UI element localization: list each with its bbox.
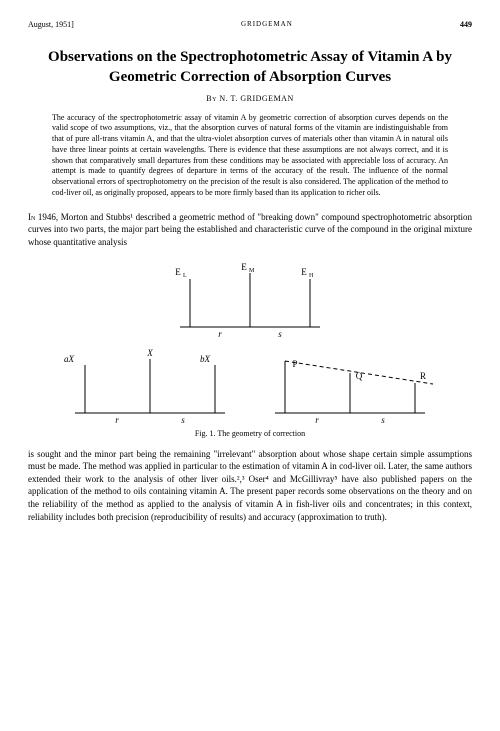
label-EL: E <box>175 267 181 277</box>
header-page-number: 449 <box>460 20 472 29</box>
paragraph-1: In 1946, Morton and Stubbs¹ described a … <box>28 211 472 249</box>
label-s-br: s <box>381 415 385 425</box>
label-Q: Q <box>356 371 363 381</box>
figure-caption: Fig. 1. The geometry of correction <box>28 429 472 438</box>
label-s-top: s <box>278 329 282 339</box>
para1-lead: In 1946, <box>28 212 58 222</box>
figure-bottom-left: aX X bX r s <box>55 343 245 427</box>
byline: By N. T. GRIDGEMAN <box>28 94 472 103</box>
label-bX: bX <box>200 354 211 364</box>
label-R: R <box>420 371 426 381</box>
label-EH-sub: H <box>309 273 314 279</box>
byline-author: N. T. GRIDGEMAN <box>219 94 293 103</box>
label-EL-sub: L <box>183 273 187 279</box>
figure-top-panel: E L E M E H r s <box>160 257 340 341</box>
abstract-text: The accuracy of the spectrophotometric a… <box>52 113 448 199</box>
figure-bottom-row: aX X bX r s P Q R r s <box>28 343 472 427</box>
page-header: August, 1951] GRIDGEMAN 449 <box>28 20 472 29</box>
header-author: GRIDGEMAN <box>241 20 293 29</box>
label-EM: E <box>241 262 247 272</box>
label-r-br: r <box>315 415 319 425</box>
paragraph-2: is sought and the minor part being the r… <box>28 448 472 524</box>
label-EH: E <box>301 267 307 277</box>
label-EM-sub: M <box>249 268 255 274</box>
label-r-top: r <box>218 329 222 339</box>
byline-prefix: By <box>206 94 217 103</box>
figure-bottom-right: P Q R r s <box>255 343 445 427</box>
article-title: Observations on the Spectrophotometric A… <box>28 47 472 88</box>
header-date: August, 1951] <box>28 20 74 29</box>
label-aX: aX <box>64 354 75 364</box>
label-s-bl: s <box>181 415 185 425</box>
label-r-bl: r <box>115 415 119 425</box>
para1-rest: Morton and Stubbs¹ described a geometric… <box>28 212 472 247</box>
label-P: P <box>292 359 297 369</box>
label-X: X <box>146 348 153 358</box>
